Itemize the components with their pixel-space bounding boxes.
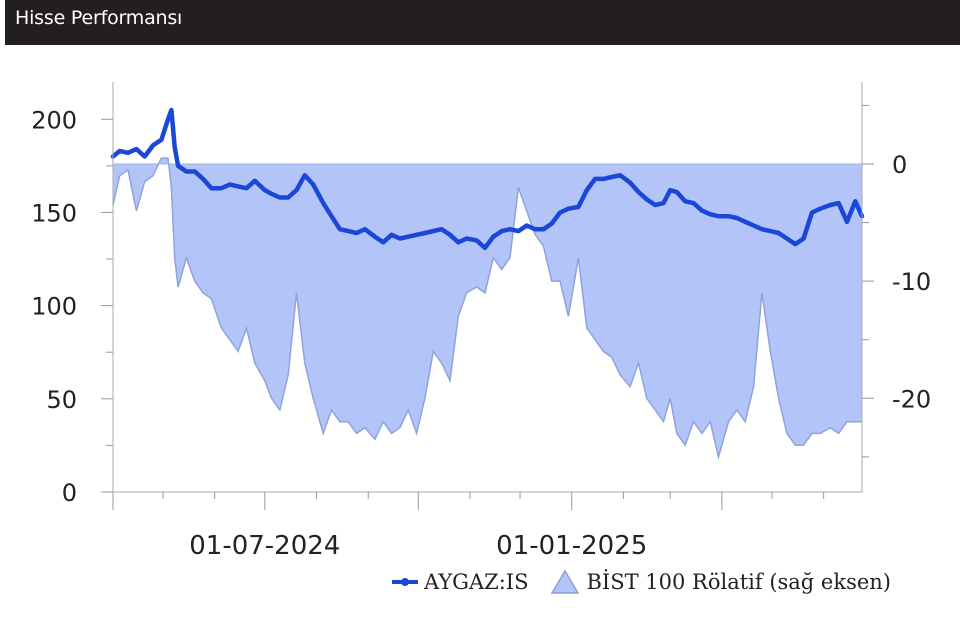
- left-tick-label: 50: [46, 386, 77, 414]
- line-marker-icon: [392, 578, 418, 586]
- bist100-relative-area: [113, 158, 862, 457]
- plot-area: [110, 107, 865, 460]
- legend: AYGAZ:IS BİST 100 Rölatif (sağ eksen): [392, 565, 891, 599]
- x-tick-label: 01-07-2024: [189, 531, 340, 561]
- x-tick-label: 01-01-2025: [496, 531, 647, 561]
- bist100-relative-outline: [112, 157, 862, 460]
- legend-label-bist100: BİST 100 Rölatif (sağ eksen): [586, 570, 891, 594]
- right-tick-label: 0: [892, 151, 907, 179]
- left-tick-label: 150: [31, 199, 77, 227]
- page-title: Hisse Performansı: [15, 7, 183, 29]
- legend-item-aygaz: AYGAZ:IS: [392, 570, 528, 594]
- area-triangle-icon: [551, 569, 580, 594]
- legend-label-aygaz: AYGAZ:IS: [424, 570, 529, 594]
- aygaz-price-line: [110, 107, 865, 251]
- header-bar: Hisse Performansı: [5, 0, 960, 45]
- left-tick-label: 200: [31, 106, 77, 134]
- stock-performance-chart: 0 50 100 150 200 0 -10 -20 01-07-2024 01-01-2025: [31, 82, 931, 561]
- left-tick-label: 100: [31, 293, 77, 321]
- legend-item-bist100: BİST 100 Rölatif (sağ eksen): [528, 569, 891, 595]
- right-tick-label: -10: [892, 268, 931, 296]
- right-tick-label: -20: [892, 385, 931, 413]
- left-tick-label: 0: [62, 479, 77, 507]
- axes: 0 50 100 150 200 0 -10 -20 01-07-2024 01-01-2025: [31, 82, 931, 561]
